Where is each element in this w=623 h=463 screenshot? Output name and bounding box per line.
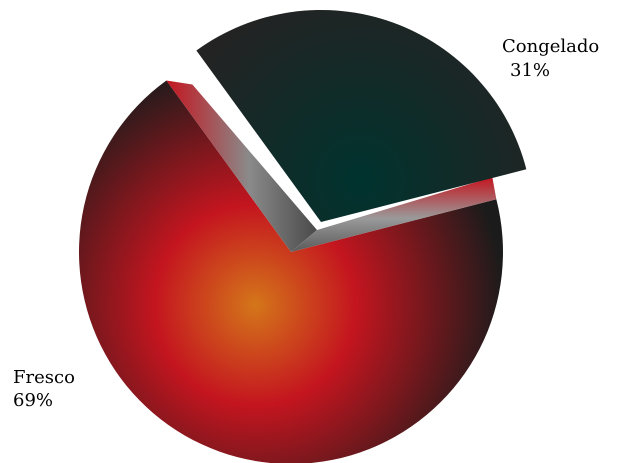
slice-label-congelado: Congelado xyxy=(502,36,599,57)
slice-label-fresco: Fresco xyxy=(13,367,75,388)
pie-slice-fresco-bevel-bottom xyxy=(291,177,497,252)
pie-slice-fresco-bevel-side xyxy=(166,80,317,252)
slice-value-fresco: 69% xyxy=(13,390,53,411)
pie-slice-congelado xyxy=(196,9,527,222)
slice-value-congelado: 31% xyxy=(510,60,550,81)
pie-slice-fresco xyxy=(79,80,503,463)
